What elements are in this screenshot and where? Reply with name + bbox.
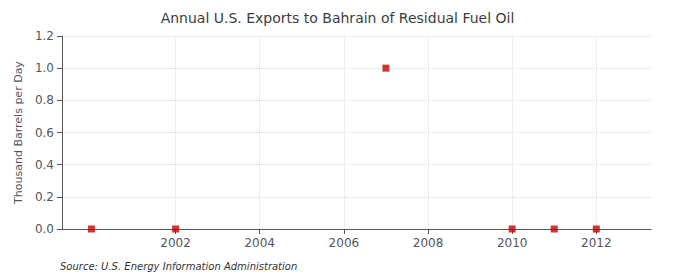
- svg-text:2010: 2010: [497, 236, 528, 250]
- svg-text:2006: 2006: [329, 236, 360, 250]
- svg-text:2004: 2004: [244, 236, 275, 250]
- svg-text:0.8: 0.8: [35, 93, 54, 107]
- svg-text:Thousand Barrels per Day: Thousand Barrels per Day: [12, 61, 25, 205]
- svg-text:1.0: 1.0: [35, 61, 54, 75]
- svg-text:2008: 2008: [413, 236, 444, 250]
- svg-text:1.2: 1.2: [35, 29, 54, 43]
- svg-text:Source: U.S. Energy Informatio: Source: U.S. Energy Information Administ…: [60, 261, 297, 272]
- svg-text:0.4: 0.4: [35, 158, 54, 172]
- svg-text:2002: 2002: [160, 236, 191, 250]
- svg-text:0.6: 0.6: [35, 126, 54, 140]
- svg-text:Annual U.S. Exports to Bahrain: Annual U.S. Exports to Bahrain of Residu…: [161, 10, 515, 26]
- svg-text:0.2: 0.2: [35, 190, 54, 204]
- svg-text:0.0: 0.0: [35, 222, 54, 236]
- svg-text:2012: 2012: [581, 236, 612, 250]
